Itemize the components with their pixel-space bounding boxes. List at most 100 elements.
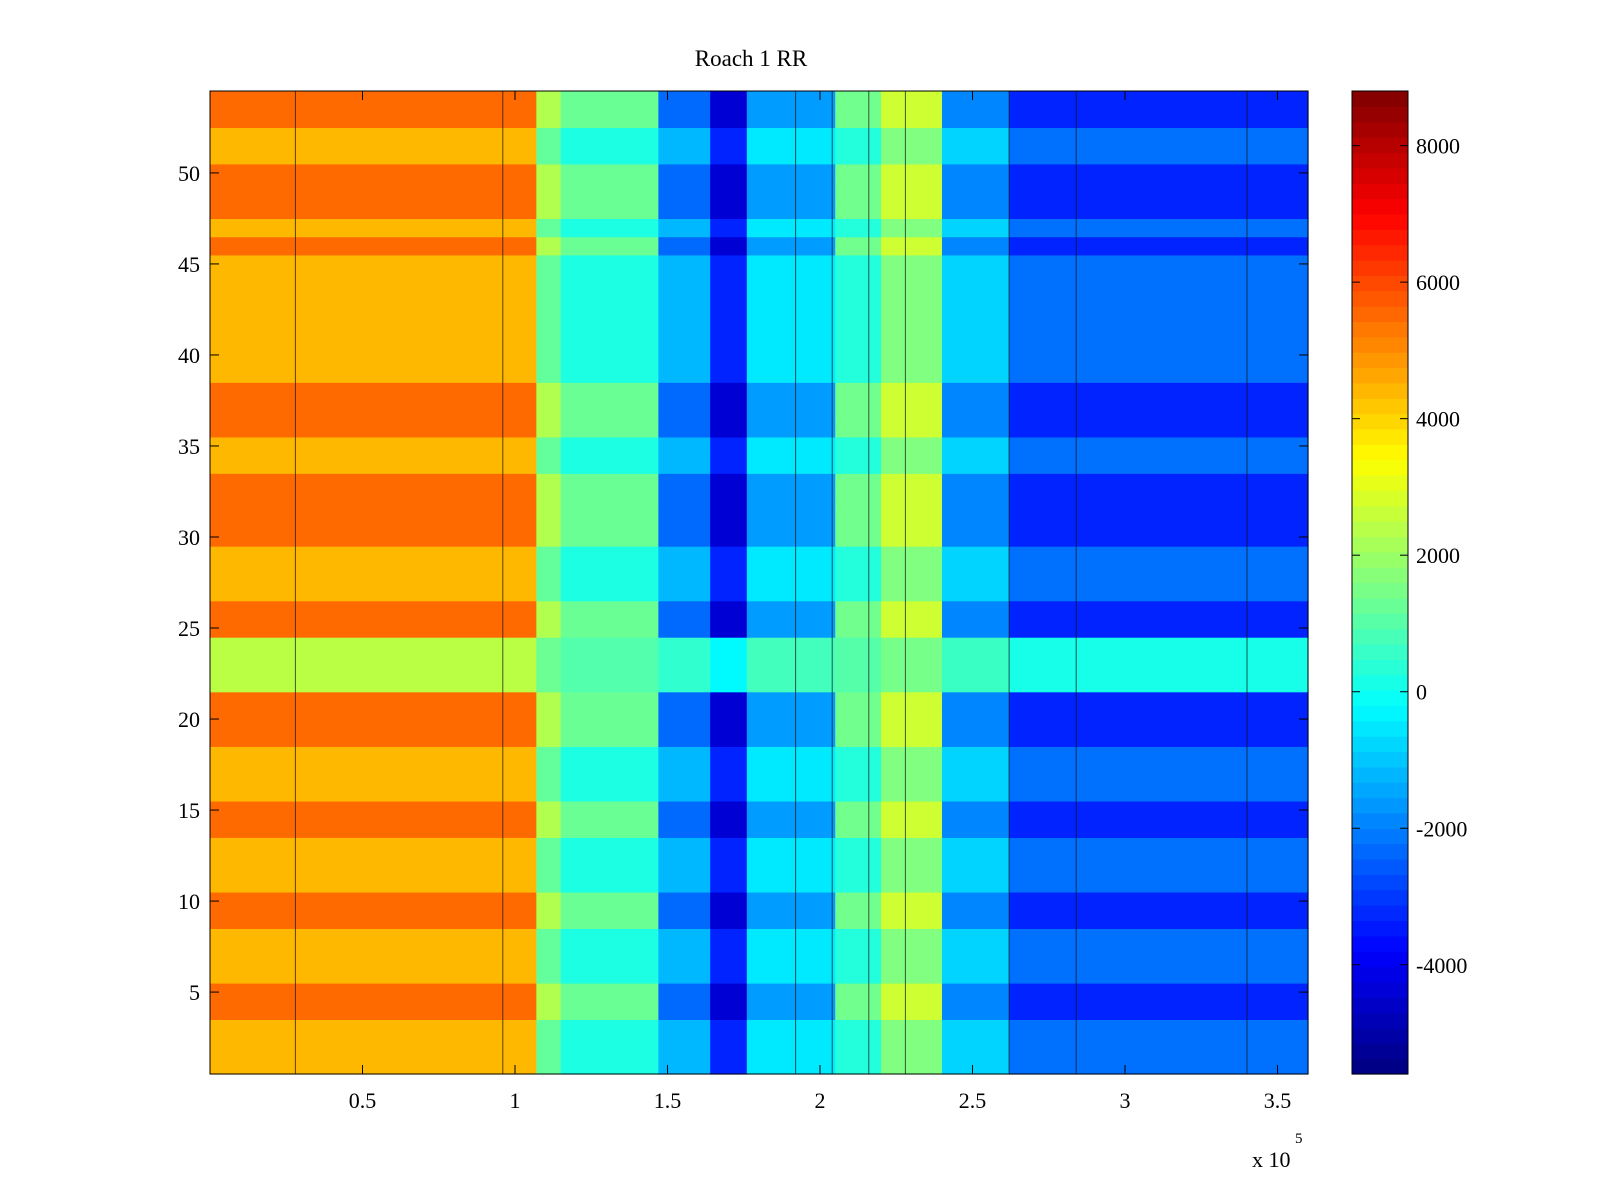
heatmap-cell	[536, 127, 562, 147]
heatmap-cell	[560, 637, 659, 656]
heatmap-cell	[942, 764, 1010, 784]
heatmap-cell	[210, 910, 537, 929]
colorbar-step	[1352, 106, 1408, 123]
heatmap-cell	[536, 546, 562, 565]
heatmap-cell	[942, 928, 1010, 948]
heatmap-cell	[536, 709, 562, 729]
heatmap-cell	[658, 673, 711, 693]
heatmap-cell	[210, 837, 537, 857]
heatmap-cell	[536, 1055, 562, 1075]
heatmap-cell	[942, 982, 1010, 1002]
heatmap-cell	[942, 364, 1010, 383]
heatmap-cell	[710, 145, 748, 165]
heatmap-cell	[835, 546, 882, 565]
heatmap-cell	[710, 691, 748, 711]
heatmap-cell	[710, 1037, 748, 1057]
colorbar-step	[1352, 290, 1408, 307]
heatmap-cell	[210, 400, 537, 420]
heatmap-cell	[942, 291, 1010, 311]
y-tick-label: 35	[178, 434, 200, 459]
heatmap-cell	[658, 564, 711, 584]
colorbar-step	[1352, 259, 1408, 276]
heatmap-cell	[746, 145, 836, 165]
heatmap-cell	[560, 582, 659, 602]
y-tick-label: 15	[178, 798, 200, 823]
heatmap-cell	[710, 218, 748, 238]
heatmap-cell	[536, 618, 562, 638]
heatmap-cell	[942, 1019, 1010, 1039]
heatmap-cell	[536, 764, 562, 784]
colorbar-step	[1352, 459, 1408, 476]
heatmap-cell	[1009, 436, 1309, 456]
heatmap-cell	[881, 800, 943, 820]
x-tick-label: 1	[510, 1088, 521, 1113]
heatmap-cell	[658, 800, 711, 820]
heatmap-cell	[536, 891, 562, 911]
colorbar-step	[1352, 812, 1408, 829]
heatmap-cell	[881, 855, 943, 875]
heatmap-cell	[210, 236, 537, 256]
heatmap-cell	[210, 637, 537, 656]
colorbar-step	[1352, 858, 1408, 875]
heatmap-cell	[560, 691, 659, 711]
heatmap-cell	[658, 637, 711, 656]
heatmap-cell	[942, 327, 1010, 347]
heatmap-cell	[881, 1019, 943, 1039]
heatmap-cell	[710, 254, 748, 274]
heatmap-cell	[835, 455, 882, 474]
heatmap-cell	[560, 291, 659, 311]
heatmap-cell	[881, 891, 943, 911]
colorbar-step	[1352, 628, 1408, 645]
heatmap-cell	[746, 491, 836, 511]
heatmap-cell	[942, 782, 1010, 802]
heatmap-cell	[560, 163, 659, 183]
heatmap-cell	[746, 564, 836, 584]
heatmap-cell	[1009, 254, 1309, 274]
heatmap-cell	[710, 127, 748, 147]
colorbar-step	[1352, 413, 1408, 430]
heatmap-cell	[710, 855, 748, 875]
heatmap-cell	[536, 436, 562, 456]
heatmap-cell	[658, 364, 711, 383]
heatmap-cell	[746, 709, 836, 729]
heatmap-cell	[210, 946, 537, 966]
colorbar-step	[1352, 137, 1408, 154]
heatmap-cell	[835, 273, 882, 292]
heatmap-cell	[658, 546, 711, 565]
x-tick-label: 0.5	[349, 1088, 377, 1113]
heatmap-cell	[658, 964, 711, 984]
heatmap-cell	[536, 928, 562, 948]
heatmap-cell	[560, 455, 659, 474]
heatmap-cell	[942, 400, 1010, 420]
heatmap-cell	[746, 946, 836, 966]
heatmap-cell	[536, 382, 562, 402]
heatmap-cell	[835, 491, 882, 511]
heatmap-cell	[835, 873, 882, 893]
heatmap-cell	[1009, 618, 1309, 638]
heatmap-cell	[1009, 746, 1309, 766]
heatmap-cell	[536, 109, 562, 128]
colorbar-step	[1352, 905, 1408, 922]
heatmap-cell	[746, 400, 836, 420]
heatmap-cell	[658, 455, 711, 474]
heatmap-cell	[560, 546, 659, 565]
colorbar-step	[1352, 275, 1408, 292]
heatmap-cell	[746, 127, 836, 147]
colorbar-step	[1352, 213, 1408, 230]
heatmap-cell	[1009, 200, 1309, 220]
heatmap-cell	[710, 291, 748, 311]
y-tick-label: 50	[178, 161, 200, 186]
heatmap-cell	[210, 709, 537, 729]
heatmap-cell	[536, 345, 562, 365]
heatmap-cell	[1009, 546, 1309, 565]
heatmap-cell	[560, 127, 659, 147]
heatmap-cell	[210, 673, 537, 693]
heatmap-cell	[881, 946, 943, 966]
heatmap-cell	[658, 182, 711, 201]
heatmap-cell	[210, 473, 537, 493]
colorbar-step	[1352, 551, 1408, 568]
heatmap-cell	[746, 928, 836, 948]
colorbar-step	[1352, 797, 1408, 814]
heatmap-cell	[658, 127, 711, 147]
heatmap-cell	[835, 855, 882, 875]
